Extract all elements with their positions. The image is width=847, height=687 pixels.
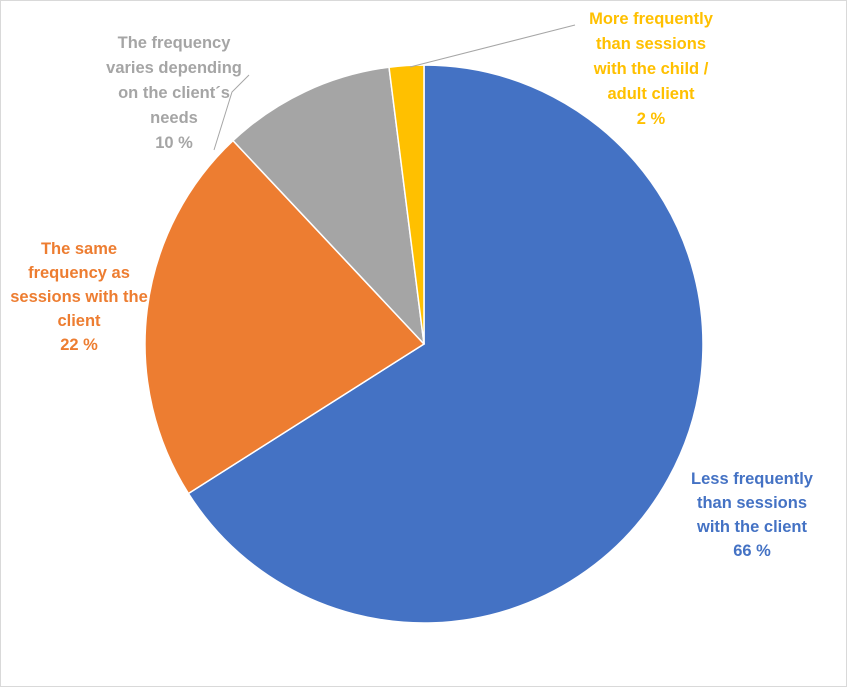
data-label-1: Less frequently than sessions with the cli… (691, 470, 814, 560)
data-label-percent: 10 % (155, 134, 193, 152)
data-label-line: with the client (696, 518, 808, 536)
data-label-line: with the child / (593, 60, 709, 78)
data-label-line: on the client´s (118, 84, 230, 102)
data-label-3: The frequency varies depending on the clie… (106, 34, 242, 152)
data-label-line: than sessions (697, 494, 807, 512)
data-label-line: varies depending (106, 59, 242, 77)
data-label-percent: 2 % (637, 110, 666, 128)
pie-slices (144, 64, 704, 624)
data-label-line: sessions with the (10, 288, 148, 306)
data-label-4: More frequently than sessions with the chi… (589, 10, 714, 128)
data-label-percent: 66 % (733, 542, 771, 560)
data-label-line: More frequently (589, 10, 714, 28)
data-label-line: client (57, 312, 101, 330)
data-label-line: frequency as (28, 264, 130, 282)
leader-line-3 (213, 74, 250, 151)
leader-lines (213, 24, 576, 151)
data-label-line: Less frequently (691, 470, 814, 488)
data-label-2: The same frequency as sessions with the cli… (10, 240, 148, 354)
data-label-line: The frequency (118, 34, 232, 52)
pie-slice-1 (187, 64, 704, 624)
pie-slice-3 (232, 66, 425, 345)
data-label-line: adult client (607, 85, 695, 103)
data-label-line: than sessions (596, 35, 706, 53)
pie-slice-2 (144, 139, 425, 495)
leader-line-4 (409, 24, 576, 68)
pie-slice-4 (388, 64, 425, 345)
data-label-line: needs (150, 109, 198, 127)
data-label-line: The same (41, 240, 117, 258)
data-label-percent: 22 % (60, 336, 98, 354)
data-labels: Less frequently than sessions with the cli… (10, 10, 814, 560)
